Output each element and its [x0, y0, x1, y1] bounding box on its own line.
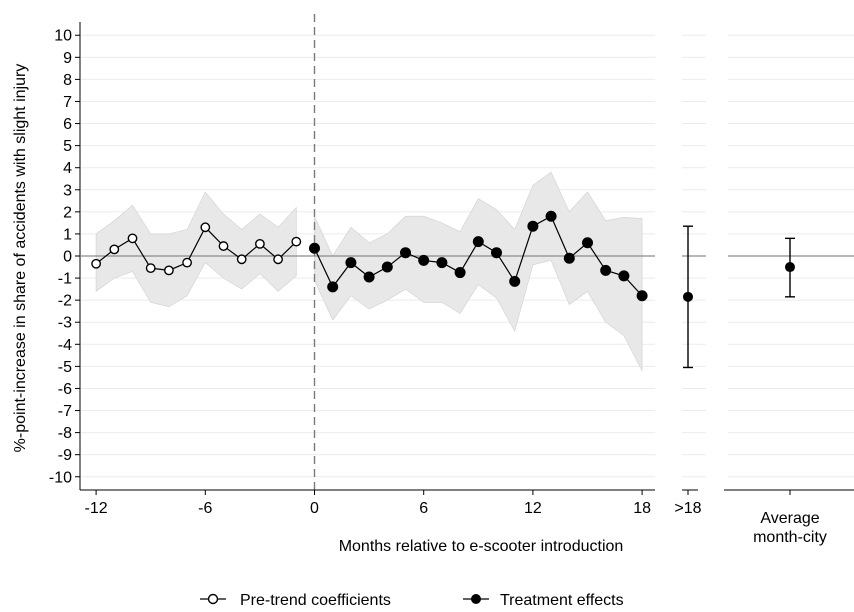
x-axis-label: Months relative to e-scooter introductio… [339, 538, 624, 555]
panel-label-average-line1: Average [760, 510, 819, 527]
pretrend-point [200, 222, 211, 233]
treatment-point [327, 281, 339, 293]
pretrend-point [127, 233, 138, 244]
x-tick-label: -12 [85, 500, 108, 517]
x-tick-label: -6 [198, 500, 212, 517]
legend-marker-treatment [471, 594, 481, 604]
y-tick-label: 10 [54, 28, 72, 45]
y-tick-label: 0 [63, 249, 72, 266]
ci-band-1 [314, 171, 643, 371]
y-tick-label: 5 [63, 138, 72, 155]
legend-label-pretrend: Pre-trend coefficients [240, 592, 391, 609]
ci-band-0 [95, 191, 297, 308]
treatment-point [436, 257, 448, 269]
pretrend-point [91, 258, 102, 269]
gridlines-panel-gt18 [682, 34, 706, 478]
pretrend-point [236, 254, 247, 265]
y-tick-label: -10 [49, 469, 72, 486]
y-tick-label: -1 [58, 271, 72, 288]
pretrend-point [109, 244, 120, 255]
pretrend-point [291, 236, 302, 247]
y-tick-label: -3 [58, 315, 72, 332]
pretrend-point [218, 241, 229, 251]
treatment-point [309, 242, 320, 254]
axes [75, 22, 854, 495]
x-tick-labels: -12 -6 0 6 12 18 >18 Average month-city [85, 500, 827, 546]
treatment-point [582, 237, 593, 249]
treatment-point [363, 271, 375, 283]
legend-marker-pretrend [207, 593, 219, 605]
y-tick-label: 8 [63, 72, 72, 89]
y-tick-label: -2 [58, 293, 72, 310]
panel-label-gt18: >18 [674, 500, 701, 517]
treatment-point [345, 257, 357, 269]
pretrend-point [182, 257, 193, 268]
y-tick-label: 3 [63, 182, 72, 199]
y-tick-label: 6 [63, 116, 72, 133]
panel-estimate-point [683, 291, 693, 302]
x-tick-label: 18 [633, 500, 651, 517]
x-tick-label: 6 [419, 500, 428, 517]
y-tick-label: -6 [58, 381, 72, 398]
gridlines-panel-average [728, 34, 854, 478]
treatment-point [600, 264, 612, 276]
legend-label-treatment: Treatment effects [500, 592, 624, 609]
y-tick-label: -7 [58, 403, 72, 420]
y-tick-label: -4 [58, 337, 72, 354]
y-axis-label: %-point-increase in share of accidents w… [12, 64, 29, 453]
y-tick-label: -5 [58, 359, 72, 376]
y-tick-label: 9 [63, 50, 72, 67]
treatment-point [418, 254, 430, 266]
series-lines [91, 210, 648, 302]
y-tick-label: -9 [58, 447, 72, 464]
treatment-point [454, 267, 466, 279]
y-tick-label: 4 [63, 160, 72, 177]
pretrend-point [273, 254, 283, 265]
treatment-point [472, 236, 484, 248]
y-tick-label: 2 [63, 204, 72, 221]
treatment-point [618, 270, 630, 282]
pretrend-point [145, 263, 156, 274]
treatment-point [636, 290, 648, 302]
treatment-point [491, 247, 502, 259]
y-tick-label: 7 [63, 94, 72, 111]
pretrend-point [254, 238, 265, 249]
confidence-band [95, 171, 643, 371]
panel-label-average-line2: month-city [753, 529, 827, 546]
panel-estimate-point [785, 262, 795, 273]
panel-estimates [683, 225, 795, 369]
x-tick-label: 0 [310, 500, 319, 517]
x-tick-label: 12 [524, 500, 542, 517]
legend: Pre-trend coefficients Treatment effects [200, 592, 624, 609]
treatment-point [545, 210, 557, 222]
pretrend-point [163, 265, 174, 276]
y-tick-label: -8 [58, 425, 72, 442]
treatment-point [381, 261, 393, 273]
treatment-point [400, 247, 411, 259]
treatment-point [509, 275, 521, 287]
y-tick-label: 1 [63, 226, 72, 243]
treatment-point [527, 220, 539, 232]
treatment-point [563, 252, 575, 264]
